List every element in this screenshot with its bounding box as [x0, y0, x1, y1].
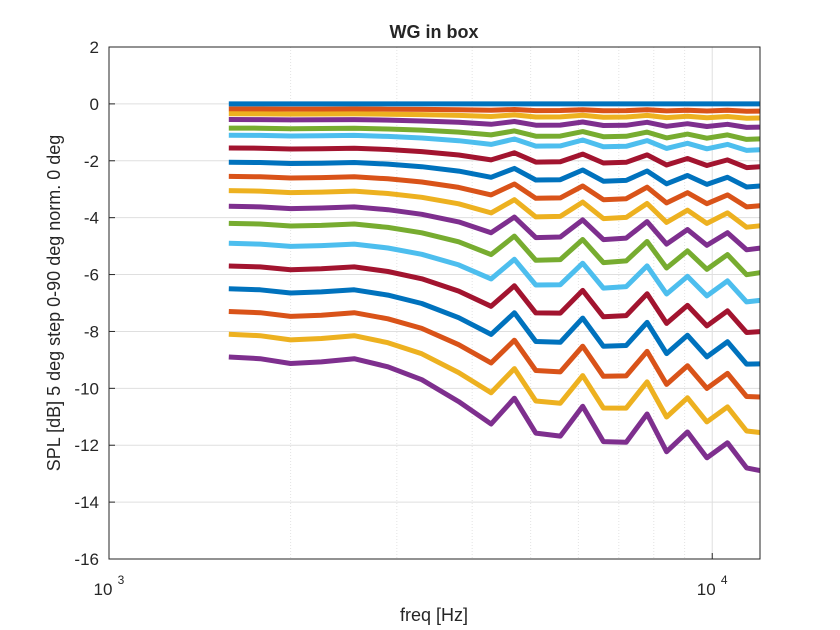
- x-tick-exponent: 3: [118, 573, 125, 587]
- series-line: [228, 117, 761, 130]
- x-tick-label: 10: [697, 580, 716, 599]
- series-line: [228, 354, 761, 474]
- y-tick-label: -12: [74, 436, 99, 455]
- series-line: [228, 159, 761, 190]
- x-tick-label: 10: [94, 580, 113, 599]
- series-line: [228, 106, 761, 114]
- chart-title: WG in box: [390, 22, 479, 42]
- y-tick-label: -10: [74, 379, 99, 398]
- y-tick-label: -16: [74, 550, 99, 569]
- series-line: [228, 240, 761, 305]
- series-line: [228, 331, 761, 435]
- series-line: [228, 203, 761, 253]
- series-line: [228, 111, 761, 121]
- y-tick-label: 2: [90, 38, 99, 57]
- y-axis-label: SPL [dB] 5 deg step 0-90 deg norm. 0 deg: [44, 135, 64, 472]
- x-tick-exponent: 4: [721, 573, 728, 587]
- series-line: [228, 309, 761, 400]
- y-tick-label: -14: [74, 493, 99, 512]
- series-layer: [228, 101, 761, 474]
- y-tick-label: 0: [90, 95, 99, 114]
- series-line: [228, 132, 761, 153]
- y-tick-label: -6: [84, 266, 99, 285]
- y-tick-label: -2: [84, 152, 99, 171]
- x-axis-label: freq [Hz]: [400, 605, 468, 625]
- x-tick-labels: 10 3 10 4: [94, 553, 728, 599]
- y-tick-label: -8: [84, 322, 99, 341]
- series-line: [228, 188, 761, 230]
- series-line: [228, 263, 761, 335]
- series-line: [228, 145, 761, 171]
- y-tick-labels: 2 0 -2 -4 -6 -8 -10 -12 -14 -16: [74, 38, 115, 569]
- y-tick-label: -4: [84, 209, 99, 228]
- series-line: [228, 286, 761, 367]
- series-line: [228, 125, 761, 142]
- series-line: [228, 173, 761, 210]
- plot-axes-box: [108, 46, 761, 560]
- series-line: [228, 220, 761, 278]
